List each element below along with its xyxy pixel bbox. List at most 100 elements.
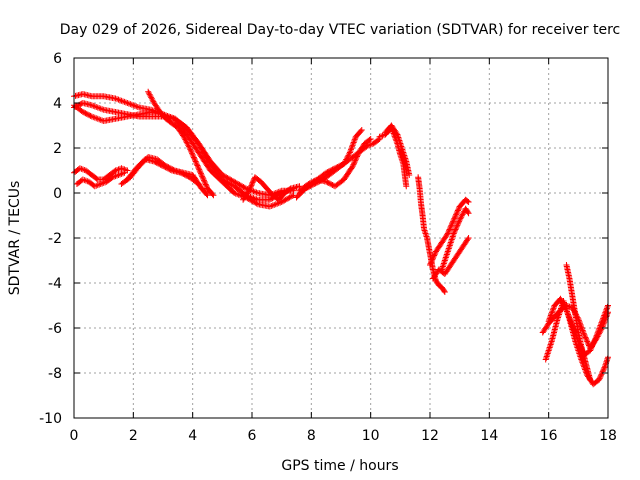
data-point — [587, 346, 594, 353]
data-point — [306, 180, 313, 187]
data-point — [253, 189, 260, 196]
data-point — [549, 306, 556, 313]
y-tick-label: -4 — [48, 276, 62, 292]
data-point — [367, 136, 374, 142]
data-point — [161, 163, 168, 170]
data-point — [119, 98, 126, 105]
data-point — [456, 218, 463, 225]
data-point — [323, 178, 330, 185]
data-point — [349, 142, 356, 149]
series-track-22 — [545, 295, 611, 358]
data-point — [158, 162, 165, 169]
data-point — [309, 179, 316, 186]
data-point — [569, 322, 576, 329]
data-point — [564, 308, 571, 315]
y-tick-label: 6 — [53, 51, 62, 67]
data-point — [191, 155, 198, 162]
x-tick-label: 14 — [480, 428, 498, 444]
data-point — [88, 113, 95, 120]
data-point — [91, 183, 98, 190]
data-point — [195, 165, 202, 172]
data-point — [578, 345, 585, 352]
data-point — [326, 167, 333, 174]
data-point — [564, 309, 571, 316]
data-point — [335, 163, 342, 170]
data-point — [550, 305, 557, 312]
data-point — [187, 147, 194, 154]
data-point — [588, 344, 595, 351]
data-point — [109, 174, 116, 181]
data-point — [568, 319, 575, 326]
data-point — [177, 169, 184, 176]
data-point — [323, 169, 330, 176]
data-point — [91, 114, 98, 121]
x-tick-label: 12 — [421, 428, 439, 444]
data-point — [328, 167, 335, 174]
data-point — [84, 111, 91, 118]
data-point — [599, 368, 606, 375]
data-point — [452, 212, 459, 219]
data-point — [79, 176, 86, 183]
data-point — [577, 342, 584, 349]
data-point — [600, 365, 607, 372]
y-tick-label: 4 — [53, 96, 62, 112]
data-point — [568, 321, 575, 328]
data-point — [249, 179, 256, 186]
data-point — [354, 153, 361, 160]
data-point — [441, 289, 448, 295]
data-point — [450, 217, 457, 223]
data-point — [91, 103, 98, 110]
data-point — [272, 201, 279, 208]
data-point — [455, 219, 462, 226]
data-point — [179, 170, 186, 177]
data-point — [94, 115, 101, 122]
data-point — [427, 260, 434, 267]
data-point — [546, 315, 553, 322]
data-point — [351, 158, 358, 165]
data-point — [121, 98, 128, 105]
data-point — [245, 189, 252, 196]
data-point — [596, 323, 603, 330]
y-tick-label: 2 — [53, 141, 62, 157]
data-point — [600, 315, 607, 322]
data-point — [130, 102, 137, 109]
data-point — [195, 181, 202, 187]
series-track-5 — [71, 165, 131, 183]
data-point — [590, 339, 597, 346]
x-tick-label: 8 — [307, 428, 316, 444]
data-point — [343, 156, 350, 163]
series-track-17 — [429, 235, 472, 282]
data-point — [162, 164, 169, 171]
data-point — [457, 215, 464, 222]
data-point — [366, 142, 373, 149]
data-point — [195, 163, 202, 170]
data-point — [193, 161, 200, 168]
data-point — [601, 312, 608, 319]
data-point — [86, 112, 93, 119]
data-point — [567, 317, 574, 324]
data-point — [185, 142, 192, 149]
data-point — [269, 202, 276, 209]
data-point — [199, 174, 206, 181]
y-axis-label: SDTVAR / TECUs — [7, 181, 23, 296]
data-point — [341, 159, 348, 166]
data-point — [590, 340, 597, 347]
data-point — [547, 312, 554, 319]
data-point — [115, 166, 122, 173]
data-point — [446, 226, 453, 233]
data-point — [583, 337, 590, 344]
data-point — [464, 236, 471, 243]
data-point — [452, 226, 459, 233]
data-point — [324, 169, 331, 176]
data-point — [188, 149, 195, 156]
data-point — [333, 164, 340, 171]
data-point — [465, 210, 472, 217]
series-track-3 — [71, 102, 297, 210]
data-point — [231, 190, 238, 196]
data-point — [90, 102, 97, 109]
data-point — [181, 135, 188, 142]
data-point — [83, 110, 90, 117]
data-point — [456, 217, 463, 223]
y-tick-label: -6 — [48, 321, 62, 337]
data-point — [429, 256, 436, 263]
